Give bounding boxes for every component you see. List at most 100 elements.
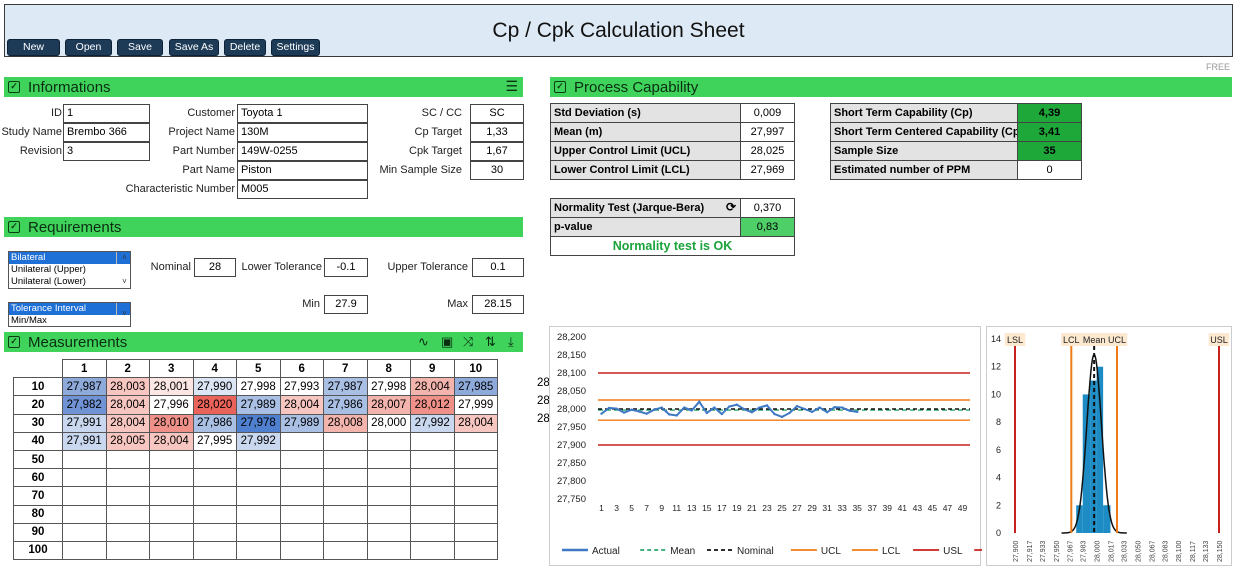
measurement-cell[interactable] (279, 449, 324, 470)
download-icon[interactable]: ⤓ (508, 334, 514, 349)
measurement-cell[interactable]: 27,986 (192, 413, 237, 433)
measurement-cell[interactable]: 28,001 (149, 377, 194, 397)
checkbox-icon[interactable]: ✓ (8, 81, 20, 93)
measurement-cell[interactable] (105, 504, 150, 524)
section-measurements[interactable]: ✓ Measurements (4, 332, 523, 352)
measurement-cell[interactable] (366, 504, 411, 524)
measurement-cell[interactable]: 28,004 (105, 413, 150, 433)
measurement-cell[interactable] (323, 540, 368, 561)
section-process-capability[interactable]: ✓ Process Capability (550, 77, 1232, 97)
measurement-cell[interactable] (149, 449, 194, 470)
measurement-cell[interactable]: 28,004 (149, 431, 194, 451)
measurement-cell[interactable] (453, 522, 498, 542)
measurement-cell[interactable] (105, 540, 150, 561)
measurement-cell[interactable] (366, 431, 411, 451)
measurement-cell[interactable]: 27,998 (366, 377, 411, 397)
measurement-cell[interactable]: 27,985 (453, 377, 498, 397)
measurement-cell[interactable] (410, 468, 455, 488)
measurement-cell[interactable]: 28,000 (366, 413, 411, 433)
measurement-cell[interactable] (62, 486, 107, 506)
measurement-cell[interactable] (105, 468, 150, 488)
measurement-cell[interactable] (62, 540, 107, 561)
min-sample-size-field[interactable]: 30 (470, 161, 524, 180)
listbox-option[interactable]: Min/Max (11, 315, 47, 326)
open-button[interactable]: Open (65, 39, 112, 56)
measurement-cell[interactable] (236, 540, 281, 561)
measurement-cell[interactable] (453, 540, 498, 561)
checkbox-icon[interactable]: ✓ (8, 336, 20, 348)
delete-button[interactable]: Delete (224, 39, 266, 56)
measurement-cell[interactable] (366, 540, 411, 561)
listbox-option[interactable]: Unilateral (Lower) (11, 276, 86, 287)
upper-tolerance-field[interactable]: 0.1 (472, 258, 524, 277)
sort-icon[interactable]: ⇅ (485, 334, 496, 349)
measurement-cell[interactable] (323, 504, 368, 524)
measurement-cell[interactable] (236, 486, 281, 506)
measurement-cell[interactable] (410, 522, 455, 542)
min-field[interactable]: 27.9 (324, 295, 368, 314)
measurement-cell[interactable]: 27,992 (410, 413, 455, 433)
settings-button[interactable]: Settings (271, 39, 320, 56)
nominal-field[interactable]: 28 (194, 258, 236, 277)
section-informations[interactable]: ✓ Informations ☰ (4, 77, 523, 97)
measurement-cell[interactable] (453, 486, 498, 506)
measurement-cell[interactable] (323, 486, 368, 506)
tolerance-type-listbox[interactable]: Bilateral Unilateral (Upper) Unilateral … (8, 251, 131, 289)
measurement-cell[interactable] (410, 431, 455, 451)
save-button[interactable]: Save (117, 39, 163, 56)
measurement-cell[interactable]: 28,007 (366, 395, 411, 415)
measurement-cell[interactable]: 27,987 (62, 377, 107, 397)
part-name-field[interactable]: Piston (237, 161, 368, 180)
measurement-cell[interactable] (236, 449, 281, 470)
measurement-cell[interactable]: 27,990 (192, 377, 237, 397)
measurement-cell[interactable] (279, 486, 324, 506)
sliders-icon[interactable]: ☰ (505, 78, 518, 94)
checkbox-icon[interactable]: ✓ (8, 221, 20, 233)
customer-field[interactable]: Toyota 1 (237, 104, 368, 123)
measurement-cell[interactable] (105, 486, 150, 506)
measurement-cell[interactable] (192, 486, 237, 506)
checkbox-icon[interactable]: ✓ (554, 81, 566, 93)
revision-field[interactable]: 3 (63, 142, 150, 161)
measurement-cell[interactable] (410, 540, 455, 561)
measurement-cell[interactable] (62, 504, 107, 524)
measurement-cell[interactable] (192, 522, 237, 542)
project-name-field[interactable]: 130M (237, 123, 368, 142)
measurement-cell[interactable] (366, 449, 411, 470)
cp-target-field[interactable]: 1,33 (470, 123, 524, 142)
part-number-field[interactable]: 149W-0255 (237, 142, 368, 161)
section-requirements[interactable]: ✓ Requirements (4, 217, 523, 237)
measurement-cell[interactable] (192, 540, 237, 561)
measurement-cell[interactable] (105, 449, 150, 470)
measurement-cell[interactable] (323, 449, 368, 470)
measurement-cell[interactable]: 28,004 (410, 377, 455, 397)
measurement-cell[interactable] (279, 504, 324, 524)
cpk-target-field[interactable]: 1,67 (470, 142, 524, 161)
measurement-cell[interactable]: 28,012 (410, 395, 455, 415)
listbox-option[interactable]: Tolerance Interval (9, 303, 130, 315)
measurement-cell[interactable]: 28,004 (453, 413, 498, 433)
measurement-cell[interactable] (453, 504, 498, 524)
measurement-cell[interactable]: 27,978 (236, 413, 281, 433)
measurement-cell[interactable] (149, 504, 194, 524)
new-button[interactable]: New (7, 39, 60, 56)
lower-tolerance-field[interactable]: -0.1 (324, 258, 368, 277)
measurement-cell[interactable]: 28,004 (105, 395, 150, 415)
measurement-cell[interactable]: 27,986 (323, 395, 368, 415)
measurement-cell[interactable] (279, 522, 324, 542)
measurement-cell[interactable] (366, 522, 411, 542)
measurement-cell[interactable] (366, 468, 411, 488)
measurement-cell[interactable] (410, 449, 455, 470)
measurement-cell[interactable] (279, 431, 324, 451)
id-field[interactable]: 1 (63, 104, 150, 123)
measurement-cell[interactable] (323, 522, 368, 542)
listbox-option[interactable]: Unilateral (Upper) (11, 264, 86, 275)
measurement-cell[interactable]: 27,991 (62, 431, 107, 451)
measurement-cell[interactable]: 27,992 (236, 431, 281, 451)
measurement-cell[interactable]: 27,991 (62, 413, 107, 433)
pulse-icon[interactable]: ∿ (418, 334, 429, 349)
measurement-cell[interactable] (192, 449, 237, 470)
interval-type-listbox[interactable]: Tolerance Interval Min/Max ˅ (8, 302, 131, 327)
measurement-cell[interactable] (366, 486, 411, 506)
measurement-cell[interactable]: 27,999 (453, 395, 498, 415)
